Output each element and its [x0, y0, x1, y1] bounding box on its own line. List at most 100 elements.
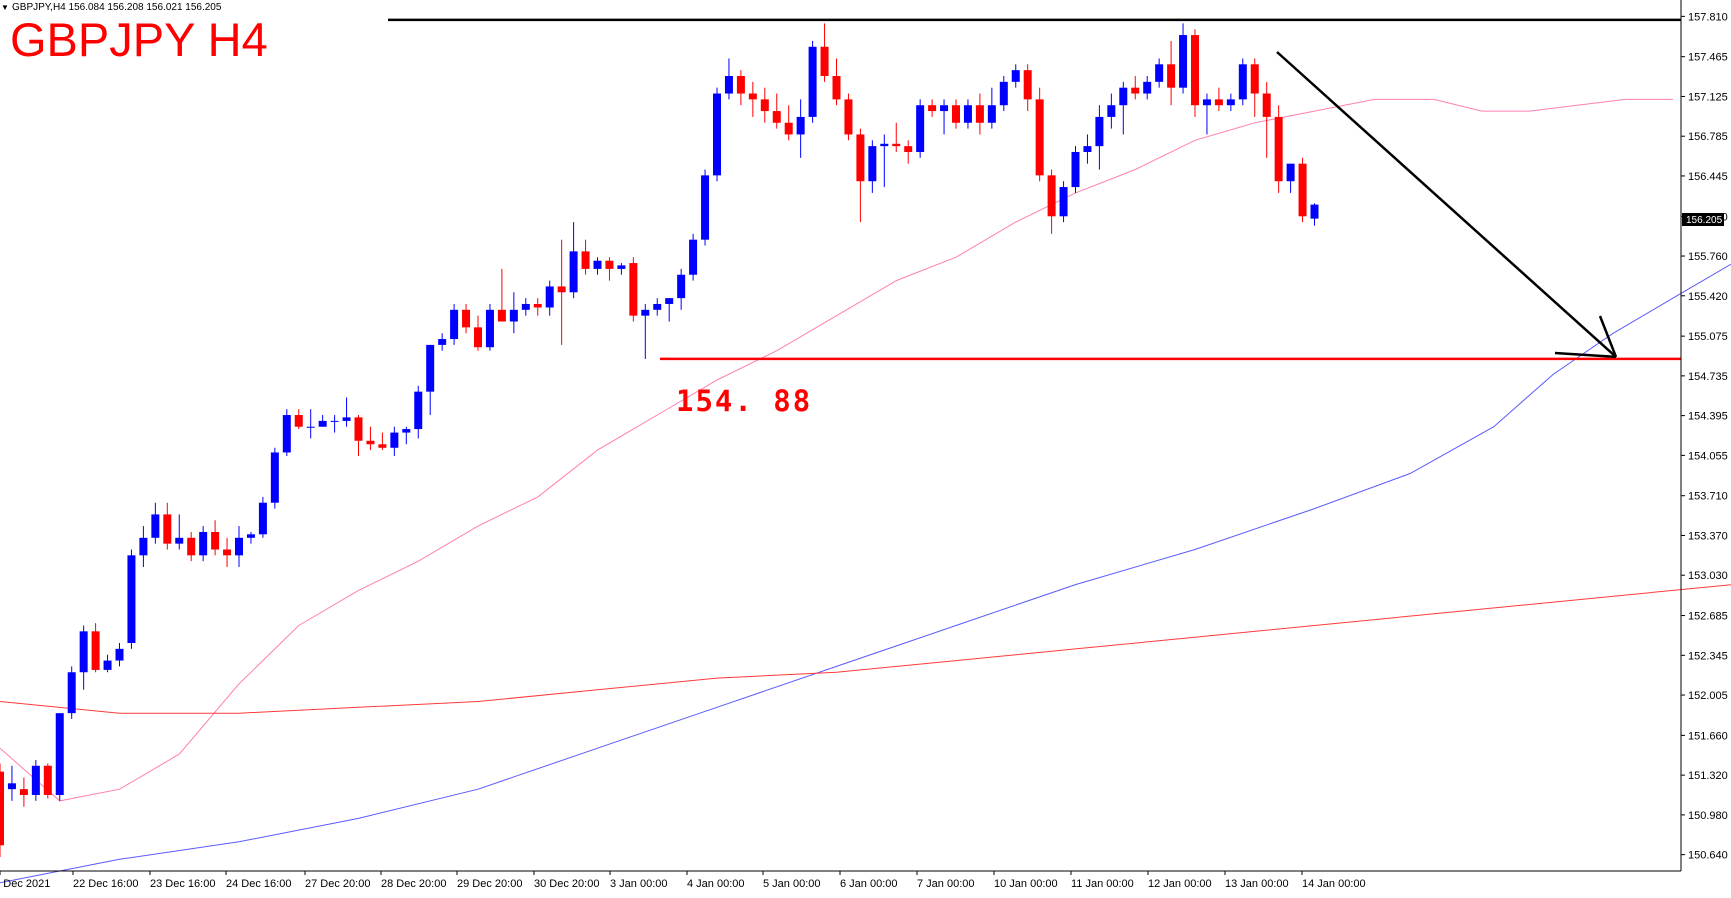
candle[interactable]	[581, 239, 590, 275]
candle[interactable]	[629, 257, 638, 322]
candle[interactable]	[701, 169, 710, 246]
candle[interactable]	[414, 385, 423, 439]
candle[interactable]	[521, 298, 530, 316]
candle[interactable]	[557, 239, 566, 345]
candle[interactable]	[115, 643, 124, 667]
candle[interactable]	[569, 222, 578, 299]
candle[interactable]	[1107, 93, 1116, 129]
candle[interactable]	[282, 409, 291, 456]
candle[interactable]	[1214, 87, 1223, 112]
candle[interactable]	[1202, 93, 1211, 135]
candle[interactable]	[79, 625, 88, 690]
candle[interactable]	[916, 99, 925, 158]
candle[interactable]	[748, 81, 757, 117]
candle[interactable]	[55, 713, 64, 801]
candle[interactable]	[485, 303, 494, 351]
candle[interactable]	[689, 233, 698, 281]
candle[interactable]	[91, 623, 100, 673]
candle[interactable]	[868, 140, 877, 193]
candle[interactable]	[1119, 81, 1128, 135]
candle[interactable]	[1071, 146, 1080, 193]
candle[interactable]	[366, 426, 375, 451]
candle[interactable]	[1179, 23, 1188, 94]
candle[interactable]	[270, 447, 279, 509]
candle[interactable]	[545, 280, 554, 316]
candle[interactable]	[987, 87, 996, 129]
candle[interactable]	[139, 526, 148, 568]
candle[interactable]	[7, 765, 16, 801]
candle[interactable]	[772, 93, 781, 129]
candle[interactable]	[724, 58, 733, 100]
candle[interactable]	[1286, 163, 1295, 193]
candle[interactable]	[31, 759, 40, 801]
candle[interactable]	[223, 537, 232, 568]
candle[interactable]	[880, 134, 889, 188]
candle[interactable]	[127, 549, 136, 649]
candle[interactable]	[19, 777, 28, 807]
candle[interactable]	[1155, 58, 1164, 88]
candle[interactable]	[999, 75, 1008, 112]
candle[interactable]	[1011, 64, 1020, 88]
candle[interactable]	[784, 105, 793, 141]
candle[interactable]	[1131, 75, 1140, 100]
candle[interactable]	[844, 93, 853, 141]
candle[interactable]	[963, 99, 972, 129]
candle[interactable]	[509, 292, 518, 334]
candle[interactable]	[354, 415, 363, 456]
candle[interactable]	[796, 99, 805, 158]
candle[interactable]	[1023, 64, 1032, 112]
candle[interactable]	[820, 23, 829, 82]
candle[interactable]	[426, 344, 435, 416]
candle[interactable]	[390, 426, 399, 456]
candle[interactable]	[1035, 87, 1044, 182]
candle[interactable]	[1047, 169, 1056, 234]
candle[interactable]	[462, 303, 471, 334]
candle[interactable]	[677, 268, 686, 310]
candle[interactable]	[306, 409, 315, 439]
candle[interactable]	[593, 257, 602, 275]
candle[interactable]	[199, 526, 208, 562]
candle[interactable]	[246, 531, 255, 544]
candle[interactable]	[0, 763, 4, 857]
candle[interactable]	[617, 263, 626, 275]
candle[interactable]	[211, 520, 220, 556]
candle[interactable]	[1238, 58, 1247, 106]
candle[interactable]	[187, 531, 196, 562]
candle[interactable]	[235, 526, 243, 568]
candle[interactable]	[713, 87, 721, 182]
candle[interactable]	[808, 40, 817, 123]
candle[interactable]	[318, 415, 327, 427]
candle[interactable]	[1143, 75, 1152, 100]
candle[interactable]	[533, 298, 542, 316]
candle[interactable]	[653, 298, 662, 316]
candle[interactable]	[294, 409, 303, 430]
candle[interactable]	[151, 502, 160, 544]
candle[interactable]	[163, 502, 172, 550]
candle[interactable]	[1191, 29, 1199, 117]
candle[interactable]	[760, 87, 769, 123]
candle[interactable]	[940, 99, 949, 135]
candle[interactable]	[1274, 105, 1283, 193]
candle[interactable]	[450, 303, 459, 345]
candle[interactable]	[342, 397, 351, 427]
trend-arrow-line[interactable]	[1276, 51, 1617, 358]
dropdown-triangle-icon[interactable]: ▼	[1, 3, 9, 12]
candle[interactable]	[665, 298, 674, 322]
candle[interactable]	[904, 140, 913, 164]
candle[interactable]	[474, 315, 482, 351]
candle[interactable]	[856, 128, 865, 223]
candle[interactable]	[1250, 58, 1259, 117]
candle[interactable]	[1083, 134, 1092, 164]
candle[interactable]	[1298, 157, 1307, 223]
candle[interactable]	[67, 666, 76, 720]
candle[interactable]	[402, 426, 411, 445]
candle[interactable]	[1167, 40, 1176, 106]
candle[interactable]	[1226, 93, 1235, 112]
candle[interactable]	[1310, 203, 1319, 226]
candle[interactable]	[1095, 105, 1104, 170]
candle[interactable]	[175, 514, 184, 550]
candle[interactable]	[43, 763, 52, 799]
candle[interactable]	[378, 432, 387, 451]
